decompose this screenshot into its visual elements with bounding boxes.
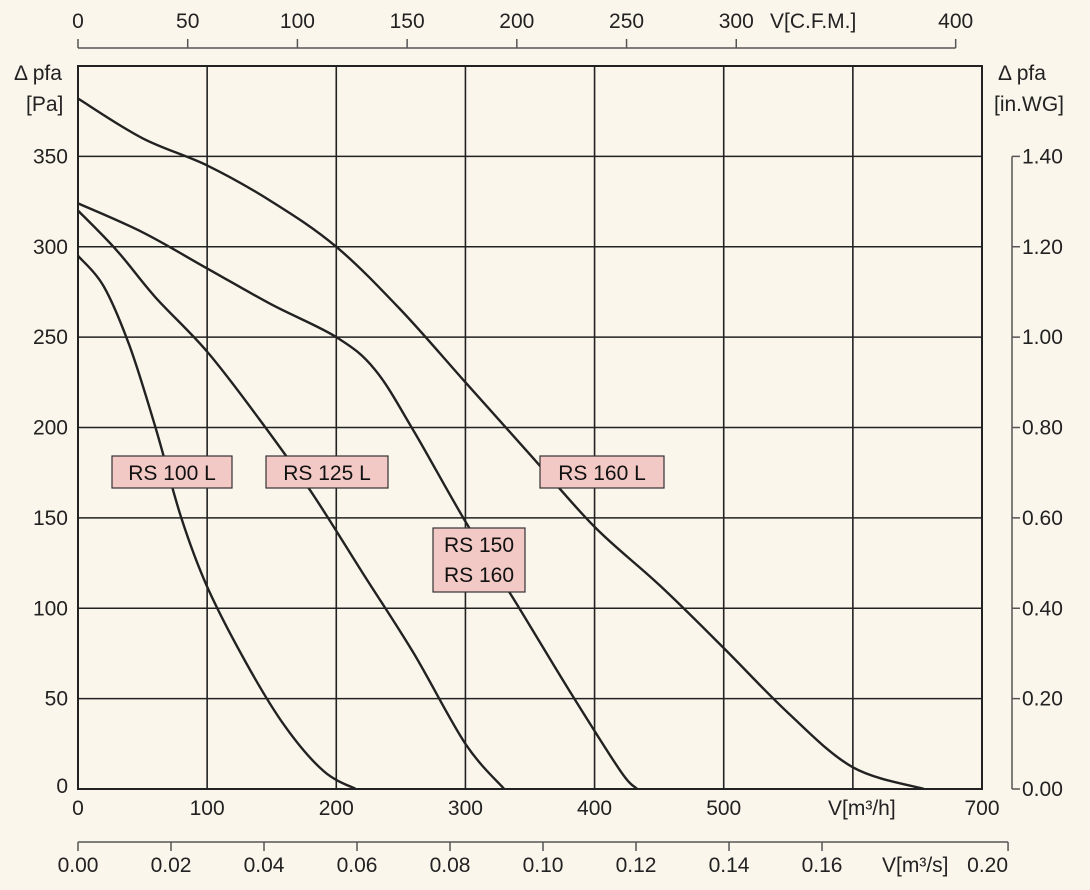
left-axis-pa: 0 50 100 150 200 250 300 350 (33, 145, 68, 798)
curve-label-text: RS 160 L (558, 462, 646, 485)
grid-lines (78, 66, 982, 789)
y-right-tick-label: 0.40 (1022, 597, 1063, 620)
x-top-tick-label: 50 (176, 10, 199, 33)
x-secondary-tick-label: 0.16 (802, 854, 843, 877)
x-secondary-tick-label: 0.06 (337, 854, 378, 877)
x-top-tick-label: 100 (280, 10, 315, 33)
x-top-tick-label: 0 (72, 10, 84, 33)
x-top-title: V[C.F.M.] (770, 10, 856, 33)
x-secondary-title: V[m³/s] (882, 854, 949, 877)
top-axis-cfm: 0 50 100 150 200 250 300 400 (72, 10, 973, 49)
x-bottom-tick-label: 0 (72, 797, 84, 820)
x-top-tick-label: 400 (938, 10, 973, 33)
x-top-tick-label: 300 (719, 10, 754, 33)
x-bottom-tick-label: 400 (577, 797, 612, 820)
curve-labels: RS 100 L RS 125 L RS 150 RS 160 RS 160 L (111, 455, 665, 593)
y-right-tick-label: 0.00 (1022, 778, 1063, 801)
y-left-tick-label: 150 (33, 507, 68, 530)
x-secondary-tick-label: 0.20 (967, 854, 1008, 877)
right-axis-inwg: 0.00 0.20 0.40 0.60 0.80 1.00 1.20 1.40 (1011, 145, 1063, 801)
curve-label-box (539, 455, 665, 489)
y-left-tick-label: 250 (33, 326, 68, 349)
x-bottom-tick-label: 300 (448, 797, 483, 820)
x-secondary-tick-label: 0.14 (709, 854, 750, 877)
x-bottom-tick-label: 200 (319, 797, 354, 820)
x-bottom-tick-label: 100 (190, 797, 225, 820)
y-left-title-line2: [Pa] (26, 93, 63, 116)
curve-label-box (111, 455, 233, 489)
bottom-axis-m3h: 0 100 200 300 400 500 700 (72, 797, 999, 820)
curve-label-text: RS 100 L (128, 462, 216, 485)
y-right-tick-label: 1.40 (1022, 145, 1063, 168)
curve-line (77, 209, 506, 790)
y-right-title-line1: Δ pfa (998, 62, 1046, 85)
x-secondary-tick-label: 0.04 (244, 854, 285, 877)
curve-label-text: RS 125 L (283, 462, 371, 485)
x-bottom-tick-label: 500 (706, 797, 741, 820)
y-right-title-line2: [in.WG] (994, 93, 1064, 116)
x-secondary-tick-label: 0.08 (430, 854, 471, 877)
y-left-tick-label: 0 (56, 775, 68, 798)
y-left-tick-label: 50 (45, 688, 68, 711)
y-left-tick-label: 350 (33, 145, 68, 168)
x-secondary-tick-label: 0.02 (151, 854, 192, 877)
plot-area-group (77, 65, 983, 790)
x-top-tick-label: 150 (390, 10, 425, 33)
curve-line (77, 255, 357, 791)
curve-label-box (265, 455, 389, 489)
secondary-axis-m3s: 0.00 0.02 0.04 0.06 0.08 0.10 0.12 0.14 0.16 0.20 (58, 841, 1009, 877)
curve-label-text: RS 150 (444, 534, 514, 557)
curve-label-box (432, 527, 526, 593)
curve-line (77, 202, 639, 790)
y-left-tick-label: 200 (33, 417, 68, 440)
y-left-tick-label: 300 (33, 236, 68, 259)
x-top-tick-label: 200 (499, 10, 534, 33)
x-bottom-tick-label: 700 (964, 797, 999, 820)
x-secondary-tick-label: 0.10 (523, 854, 564, 877)
x-secondary-tick-label: 0.12 (616, 854, 657, 877)
curve-line (77, 97, 925, 791)
y-right-tick-label: 1.20 (1022, 236, 1063, 259)
x-bottom-title: V[m³/h] (828, 797, 896, 820)
x-top-tick-label: 250 (609, 10, 644, 33)
y-right-tick-label: 0.60 (1022, 507, 1063, 530)
y-left-title-line1: Δ pfa (14, 62, 62, 85)
y-right-tick-label: 0.20 (1022, 688, 1063, 711)
y-right-tick-label: 0.80 (1022, 417, 1063, 440)
y-left-tick-label: 100 (33, 597, 68, 620)
curve-label-text: RS 160 (444, 564, 514, 587)
fan-curves (77, 97, 925, 791)
y-right-tick-label: 1.00 (1022, 326, 1063, 349)
x-secondary-tick-label: 0.00 (58, 854, 99, 877)
